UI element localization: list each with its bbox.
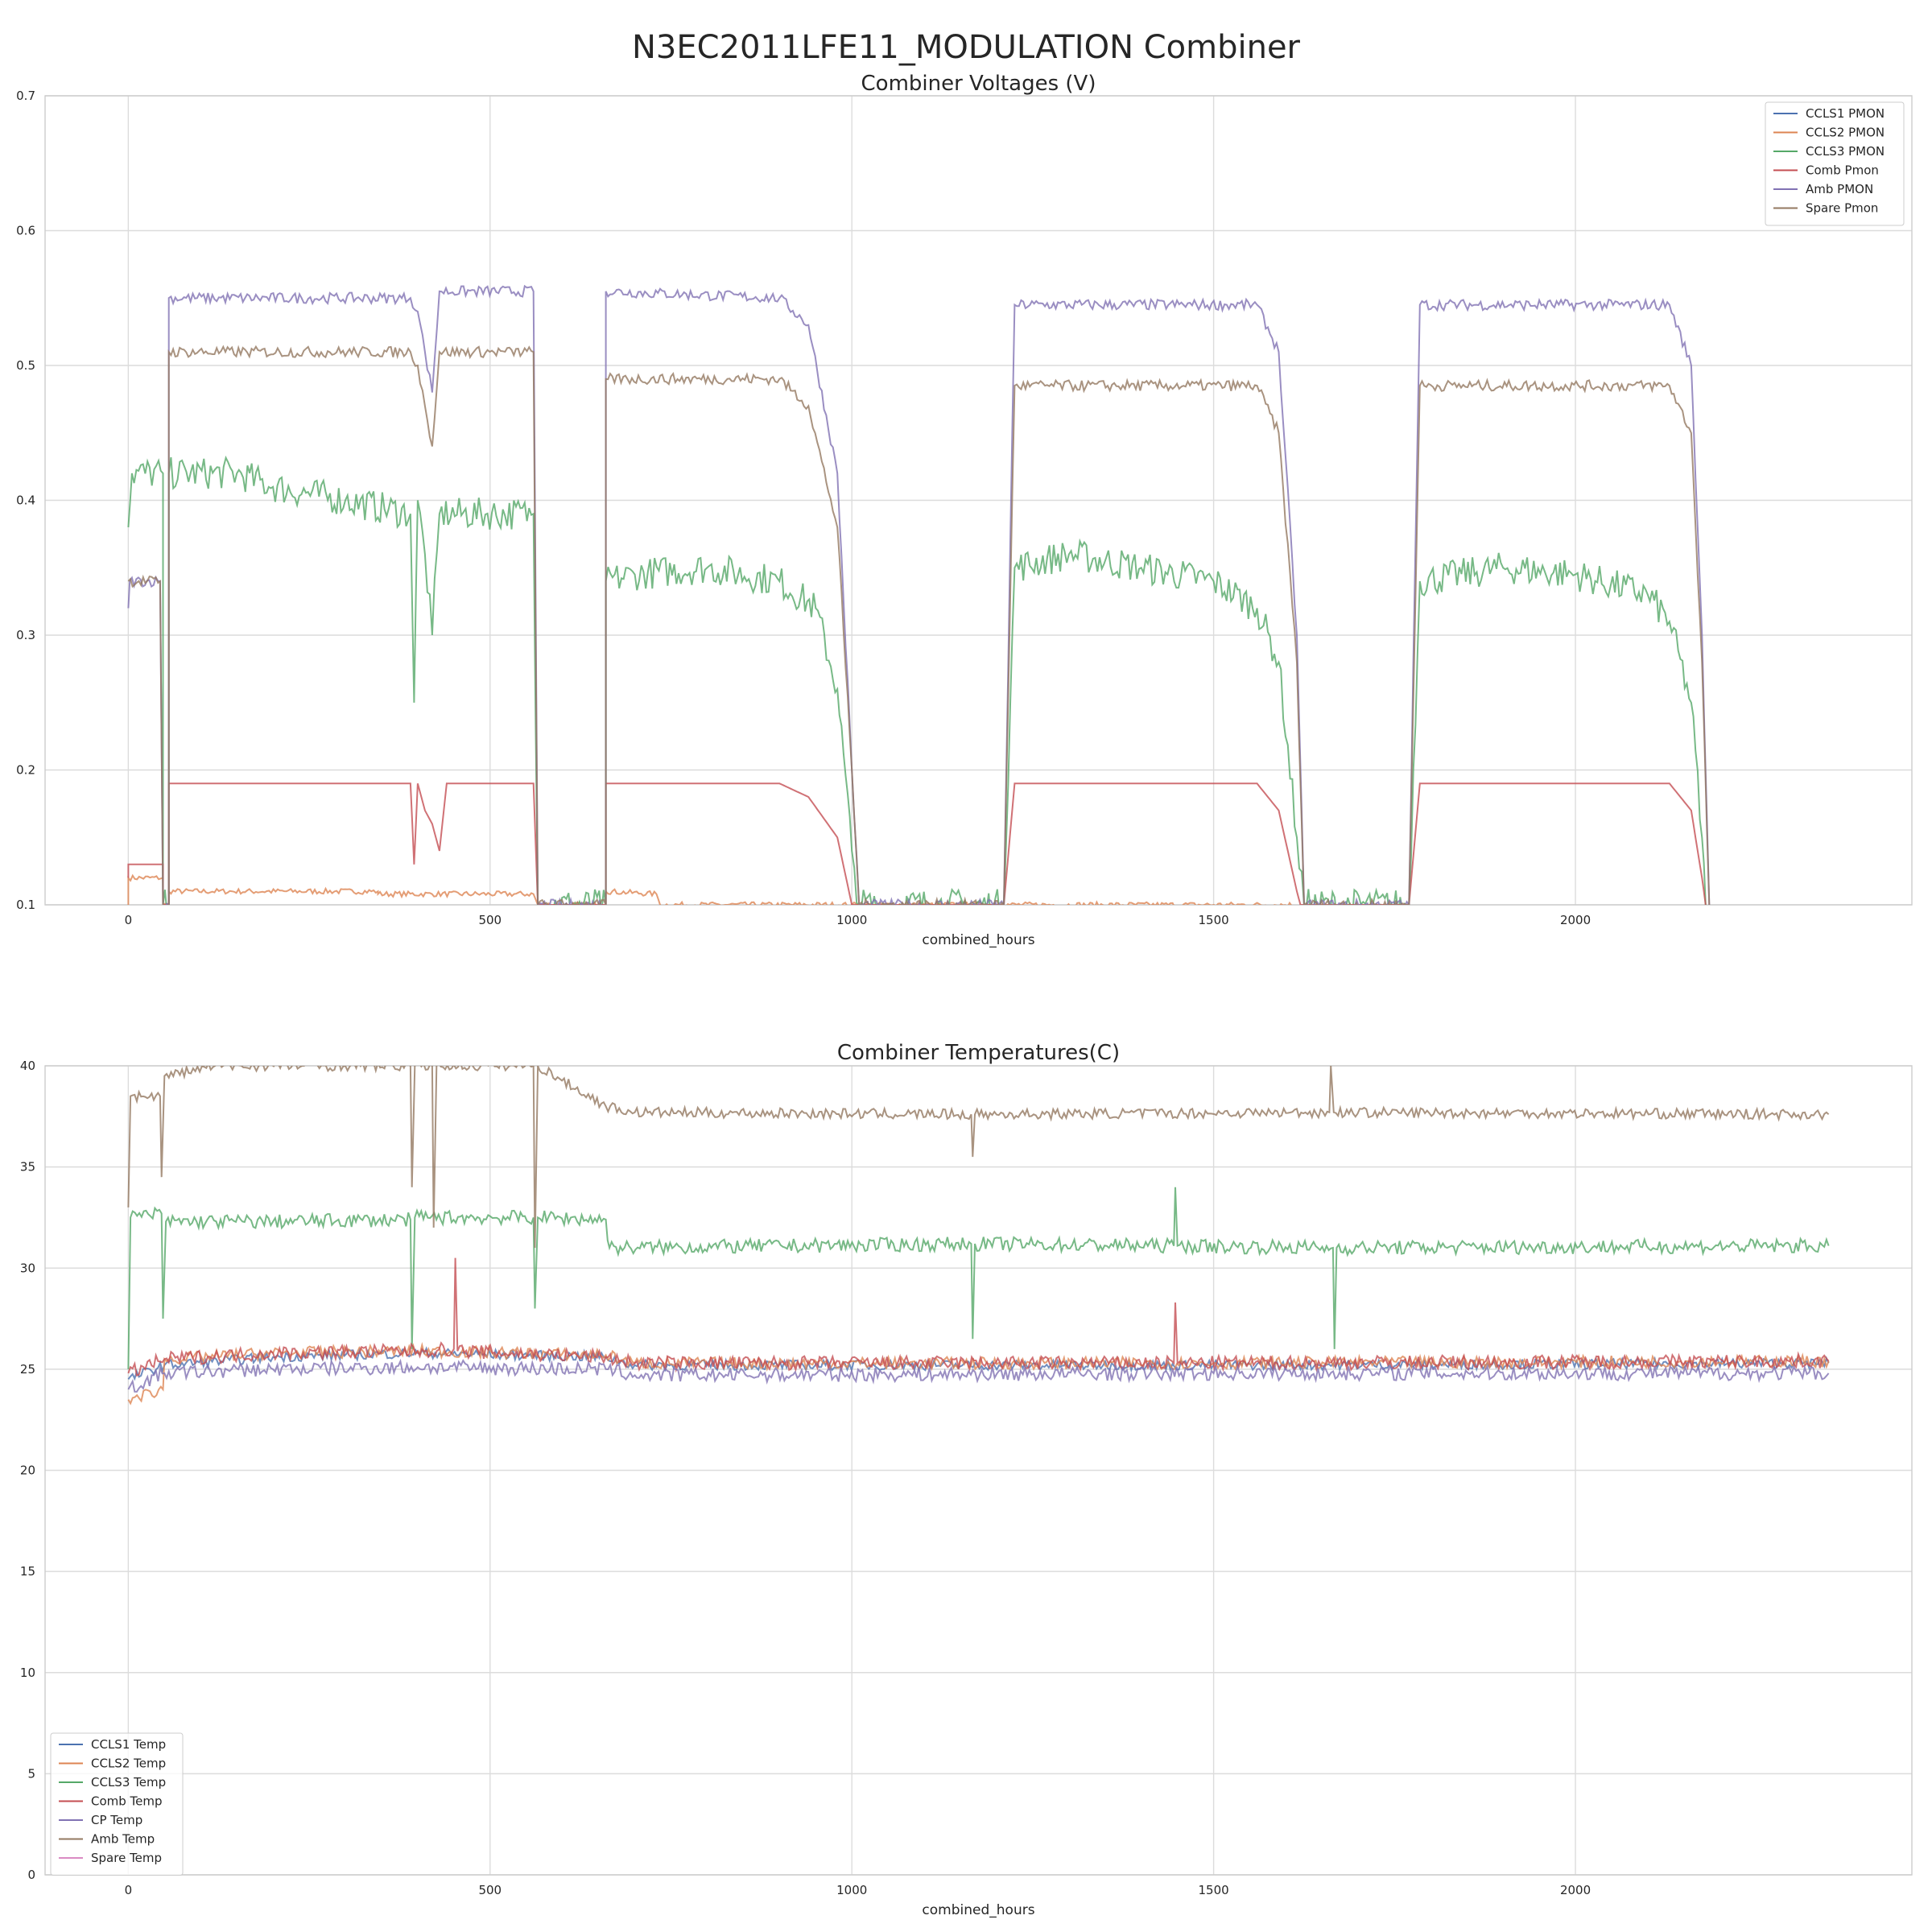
legend-entry: CCLS2 PMON [1806,126,1885,140]
y-tick-label: 0.2 [16,763,35,778]
x-tick-label: 1000 [836,1883,867,1897]
plot-frame [44,1065,1913,1876]
series-line-ccls2-pmon [127,873,1301,905]
y-tick-label: 20 [20,1463,35,1478]
legend-entry: CCLS1 Temp [91,1737,166,1752]
figure-title: N3EC2011LFE11_MODULATION Combiner [632,29,1300,66]
y-tick-label: 5 [27,1766,35,1781]
x-axis-label: combined_hours [922,1902,1034,1918]
legend: CCLS1 PMON CCLS2 PMON CCLS3 PMON Comb Pmon A… [1765,101,1905,226]
plot-title: Combiner Voltages (V) [861,72,1096,96]
x-tick-label: 500 [478,1883,502,1897]
series-line-ccls3-temp [127,1187,1830,1369]
x-axis-label: combined_hours [922,932,1034,948]
legend-entry: Comb Temp [91,1794,163,1809]
y-tick-label: 0.3 [16,628,35,642]
legend-entry: Amb Temp [91,1832,155,1847]
x-tick-label: 1500 [1199,913,1229,927]
legend-entry: CCLS3 PMON [1806,144,1885,159]
series-line-comb-temp [127,1257,1830,1377]
plot-title: Combiner Temperatures(C) [837,1041,1120,1065]
y-tick-label: 0.4 [16,493,35,508]
y-tick-label: 30 [20,1261,35,1275]
x-tick-label: 0 [125,1883,133,1897]
x-tick-label: 2000 [1560,1883,1591,1897]
x-tick-label: 2000 [1560,913,1591,927]
series-line-cp-temp [127,1358,1830,1393]
y-tick-label: 0.6 [16,224,35,238]
legend-entry: CCLS1 PMON [1806,106,1885,121]
legend: CCLS1 Temp CCLS2 Temp CCLS3 Temp Comb Temp C… [50,1732,184,1876]
legend-entry: Amb PMON [1806,182,1873,196]
temperature-panel: 0 500 1000 1500 2000 0 5 10 15 20 25 30 35 40 Combiner… [20,1041,1913,1918]
legend-entry: CCLS2 Temp [91,1757,166,1771]
series-line-amb-pmon [127,284,1711,905]
y-tick-label: 25 [20,1362,35,1377]
legend-entry: Spare Pmon [1806,201,1878,216]
y-tick-label: 0.1 [16,898,35,912]
x-tick-label: 1000 [836,913,867,927]
y-tick-label: 10 [20,1666,35,1680]
legend-entry: Comb Pmon [1806,163,1879,178]
series-line-ccls3-pmon [127,455,1707,905]
series-line-spare-pmon [127,345,1711,905]
series-line-comb-pmon [127,782,1707,905]
y-tick-label: 40 [20,1059,35,1073]
legend-entry: CP Temp [91,1813,142,1827]
voltage-panel: 0 500 1000 1500 2000 0.1 0.2 0.3 0.4 0.5 0.6 0.7 Com… [16,72,1913,948]
y-tick-label: 0.5 [16,358,35,373]
series-line-amb-temp [127,1066,1830,1249]
y-tick-label: 35 [20,1160,35,1174]
legend-entry: Spare Temp [91,1851,162,1865]
x-tick-label: 500 [478,913,502,927]
y-tick-label: 0 [27,1868,35,1882]
y-tick-label: 0.7 [16,89,35,103]
legend-entry: CCLS3 Temp [91,1775,166,1790]
y-tick-label: 15 [20,1564,35,1579]
x-tick-label: 1500 [1199,1883,1229,1897]
x-tick-label: 0 [125,913,133,927]
